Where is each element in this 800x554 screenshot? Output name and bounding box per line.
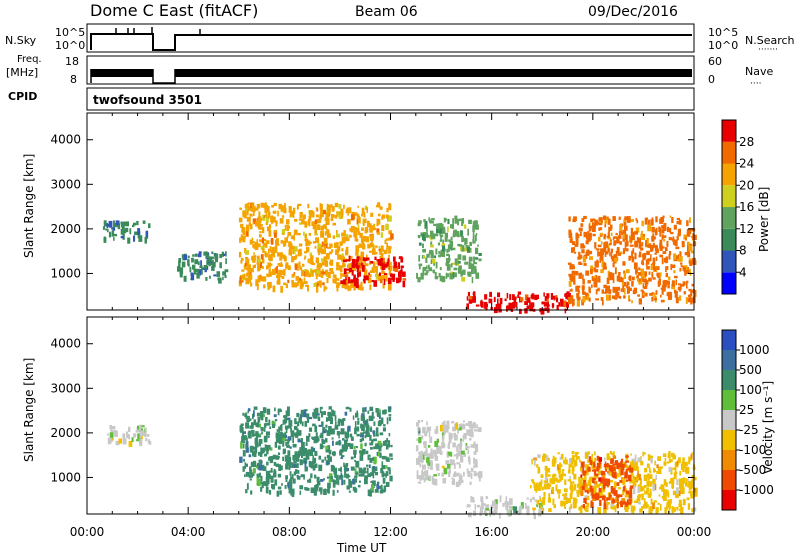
freq-label: Freq. [17,54,42,65]
y-tick-label: 4000 [50,337,81,351]
freq-tick-top: 18 [65,55,79,68]
power-colorbar-tick-label: 4 [739,265,747,279]
x-tick-label: 00:00 [677,525,712,539]
velocity-colorbar-tick-label: -500 [739,463,766,477]
colorbar-segment [722,120,736,142]
data-region [107,424,152,447]
colorbar-segment [722,410,736,430]
nsearch-tick-top: 10^5 [708,26,738,39]
colorbar-segment [722,163,736,186]
power-colorbar-label: Power [dB] [757,187,771,252]
colorbar-segment [722,228,736,251]
freq-trace-edges [90,69,176,84]
colorbar-segment [722,390,736,410]
beam-title: Beam 06 [355,4,418,20]
nsearch-dots: ······· [758,45,778,55]
data-region [580,455,634,510]
power-panel: 1000 2000 3000 4000 [50,112,697,315]
y-tick-label: 3000 [50,177,81,191]
velocity-colorbar-tick-label: 500 [739,363,762,377]
date-title: 09/Dec/2016 [588,4,678,20]
x-tick-label: 16:00 [474,525,509,539]
colorbar-segment [722,141,736,164]
freq-tick-bottom: 8 [70,73,77,86]
power-colorbar: 4 8 12 16 20 24 28 [721,119,754,295]
nsky-spikes [115,27,201,35]
freq-trace-a [91,69,153,77]
y-tick-label: 2000 [50,222,81,236]
power-colorbar-tick-label: 16 [739,200,754,214]
nsky-tick-top: 10^5 [55,26,85,39]
colorbar-segment [722,470,736,490]
velocity-colorbar-tick-label: -1000 [739,483,774,497]
velocity-colorbar-tick-label: 25 [739,403,754,417]
nsky-panel [86,23,695,53]
power-colorbar-tick-label: 24 [739,157,754,171]
x-tick-label: 12:00 [373,525,408,539]
data-region [340,255,407,289]
power-colorbar-tick-label: 28 [739,135,754,149]
y-tick-label: 1000 [50,266,81,280]
colorbar-segment [722,450,736,470]
data-region [239,406,393,497]
data-region [415,419,483,488]
colorbar-segment [722,490,736,510]
x-axis-title: Time UT [336,541,387,554]
nsearch-tick-bottom: 10^0 [708,39,738,52]
nave-tick-top: 60 [708,55,722,68]
cpid-panel [86,87,695,111]
colorbar-segment [722,250,736,273]
colorbar-segment [722,370,736,390]
cpid-label: CPID [8,90,37,103]
colorbar-segment [722,185,736,208]
y-tick-label: 2000 [50,426,81,440]
x-tick-label: 04:00 [171,525,206,539]
nave-label: Nave [745,65,773,78]
x-tick-label: 00:00 [70,525,105,539]
colorbar-segment [722,350,736,370]
freq-panel [86,55,695,85]
velocity-colorbar-tick-label: -25 [739,423,759,437]
power-colorbar-tick-label: 12 [739,222,754,236]
velocity-ylabel: Slant Range [km] [22,358,36,462]
y-tick-label: 3000 [50,381,81,395]
velocity-colorbar-tick-label: -100 [739,443,766,457]
nsky-tick-bottom: 10^0 [55,39,85,52]
freq-unit-label: [MHz] [6,66,38,79]
y-tick-label: 1000 [50,470,81,484]
nsky-label: N.Sky [5,34,37,47]
colorbar-segment [722,330,736,350]
power-ylabel: Slant Range [km] [22,154,36,258]
data-region [177,251,229,284]
colorbar-segment [722,272,736,295]
station-title: Dome C East (fitACF) [90,1,258,20]
nave-dots: ···· [750,79,761,89]
velocity-colorbar: 1000 500 100 25 -25 -100 -500 -1000 [721,329,774,511]
velocity-colorbar-tick-label: 1000 [739,343,770,357]
cpid-text: twofsound 3501 [93,93,202,107]
nave-tick-bottom: 0 [708,73,715,86]
velocity-colorbar-tick-label: 100 [739,383,762,397]
colorbar-segment [722,207,736,229]
velocity-panel: 1000 2000 3000 4000 [50,316,698,520]
y-tick-label: 4000 [50,133,81,147]
colorbar-segment [722,430,736,450]
data-region [102,220,151,244]
nsearch-label: N.Search [745,34,795,47]
velocity-colorbar-label: Velocity [m s⁻¹] [761,381,775,474]
freq-trace-b [175,69,692,77]
x-tick-label: 08:00 [272,525,307,539]
power-colorbar-tick-label: 20 [739,178,754,192]
data-region [466,291,571,315]
x-tick-label: 20:00 [576,525,611,539]
data-region [416,215,482,284]
nsky-trace [90,33,692,51]
power-colorbar-tick-label: 8 [739,244,747,258]
